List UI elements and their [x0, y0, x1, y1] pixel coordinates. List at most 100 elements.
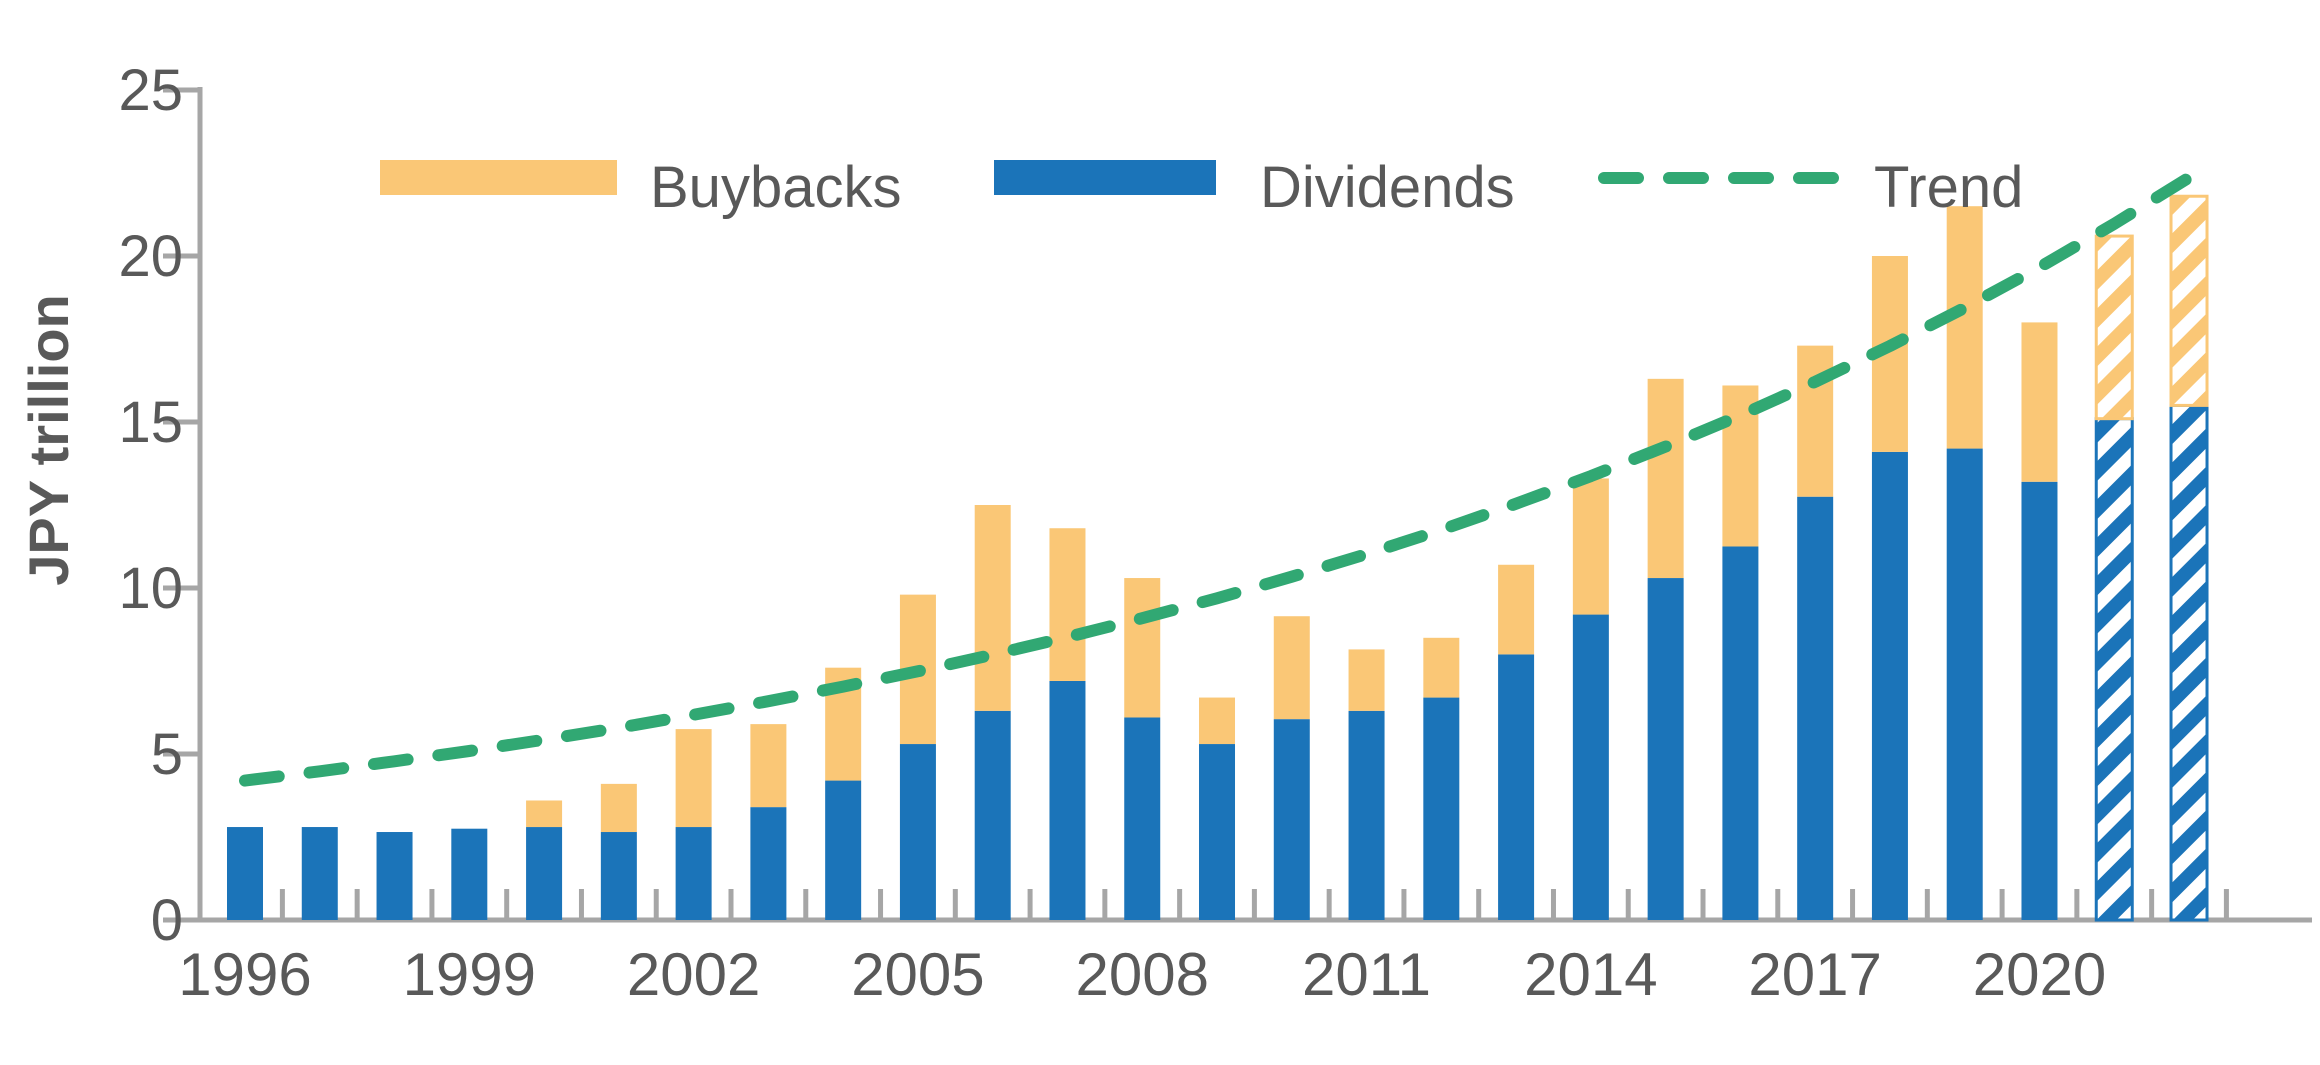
bar-1999 — [451, 828, 488, 920]
x-tick-label: 2002 — [627, 941, 760, 1008]
dividends-segment-2014 — [1572, 614, 1609, 920]
dividends-segment-1999 — [451, 828, 488, 920]
legend-swatch-buybacks — [380, 160, 617, 195]
dividends-segment-2004 — [825, 780, 862, 920]
trend-line — [239, 171, 2195, 787]
y-axis-title: JPY trillion — [17, 294, 80, 585]
buybacks-segment-2012 — [1423, 637, 1460, 698]
buybacks-segment-2021 — [2094, 234, 2134, 421]
bar-2000 — [526, 800, 563, 920]
tick-labels: 0 5 10 15 20 25 1996 1999 2002 2005 2008 2011 2014 20… — [118, 58, 2106, 1008]
dividends-segment-2021 — [2094, 417, 2134, 922]
bar-2003 — [750, 724, 787, 920]
x-tick-label: 2005 — [851, 941, 984, 1008]
y-tick-label: 20 — [118, 224, 183, 289]
dividends-segment-1998 — [376, 832, 413, 920]
x-tick-label: 1996 — [178, 941, 311, 1008]
dividends-segment-2016 — [1722, 546, 1759, 920]
buybacks-segment-2013 — [1498, 564, 1535, 655]
buybacks-segment-2000 — [526, 800, 563, 828]
bar-2022 — [2169, 194, 2209, 922]
bar-2020 — [2021, 322, 2058, 920]
buybacks-segment-2007 — [1049, 528, 1086, 681]
legend-label-trend: Trend — [1874, 155, 2023, 220]
bar-2012 — [1423, 637, 1460, 920]
bar-1996 — [227, 827, 263, 920]
bar-2021 — [2094, 234, 2134, 922]
legend-swatch-dividends — [994, 160, 1216, 195]
bar-series — [227, 194, 2209, 922]
buybacks-segment-2020 — [2021, 322, 2058, 482]
buybacks-segment-2010 — [1273, 616, 1310, 720]
dividends-segment-2008 — [1124, 717, 1161, 920]
bar-2002 — [675, 729, 712, 920]
dividends-segment-2012 — [1423, 697, 1460, 920]
dividends-segment-2022 — [2169, 403, 2209, 922]
x-tick-label: 2014 — [1524, 941, 1657, 1008]
dividends-segment-2013 — [1498, 654, 1535, 920]
bar-2013 — [1498, 564, 1535, 920]
dividends-segment-1996 — [227, 827, 263, 920]
bar-2011 — [1348, 649, 1385, 920]
bar-2017 — [1797, 345, 1834, 920]
dividends-segment-2017 — [1797, 496, 1834, 920]
dividends-segment-2002 — [675, 827, 712, 920]
bar-2005 — [899, 594, 936, 920]
trend-line-group — [239, 171, 2195, 787]
buybacks-segment-2022 — [2169, 194, 2209, 407]
y-tick-label: 10 — [118, 556, 183, 621]
y-tick-label: 5 — [151, 722, 183, 787]
y-tick-label: 25 — [118, 58, 183, 123]
bar-2015 — [1647, 378, 1684, 920]
buybacks-segment-2011 — [1348, 649, 1385, 711]
legend-label-buybacks: Buybacks — [650, 155, 901, 220]
dividends-segment-2000 — [526, 827, 563, 920]
bar-1997 — [301, 827, 338, 920]
y-tick-label: 15 — [118, 390, 183, 455]
bar-2006 — [974, 505, 1011, 920]
dividends-segment-2019 — [1946, 448, 1983, 920]
bar-2014 — [1572, 478, 1609, 920]
x-tick-label: 2008 — [1075, 941, 1208, 1008]
dividends-segment-2015 — [1647, 578, 1684, 920]
bar-2007 — [1049, 528, 1086, 920]
bar-2019 — [1946, 206, 1983, 920]
dividends-segment-2011 — [1348, 710, 1385, 920]
dividends-segment-2001 — [600, 832, 637, 920]
legend-label-dividends: Dividends — [1260, 155, 1515, 220]
dividends-segment-2005 — [899, 744, 936, 920]
bar-2009 — [1199, 697, 1236, 920]
dividends-segment-2006 — [974, 710, 1011, 920]
bar-2004 — [825, 667, 862, 920]
bar-2001 — [600, 783, 637, 920]
buybacks-segment-2009 — [1199, 697, 1236, 745]
buybacks-segment-2001 — [600, 783, 637, 833]
bar-2008 — [1124, 578, 1161, 920]
bar-1998 — [376, 832, 413, 920]
dividends-segment-2007 — [1049, 680, 1086, 920]
dividends-segment-2003 — [750, 807, 787, 920]
bar-2016 — [1722, 385, 1759, 920]
x-tick-label: 1999 — [403, 941, 536, 1008]
buybacks-segment-2014 — [1572, 478, 1609, 615]
dividends-segment-1997 — [301, 827, 338, 920]
buybacks-segment-2008 — [1124, 578, 1161, 718]
dividends-segment-2018 — [1871, 451, 1908, 920]
buybacks-segment-2017 — [1797, 345, 1834, 497]
y-tick-label: 0 — [151, 888, 183, 953]
x-tick-label: 2020 — [1973, 941, 2106, 1008]
buybacks-segment-2006 — [974, 505, 1011, 711]
dividends-segment-2020 — [2021, 481, 2058, 920]
dividends-segment-2009 — [1199, 744, 1236, 920]
x-tick-label: 2017 — [1748, 941, 1881, 1008]
legend: Buybacks Dividends Trend — [380, 155, 2023, 220]
buybacks-segment-2019 — [1946, 206, 1983, 449]
bar-2010 — [1273, 616, 1310, 920]
dividends-segment-2010 — [1273, 719, 1310, 920]
x-tick-label: 2011 — [1302, 941, 1431, 1008]
buybacks-segment-2002 — [675, 729, 712, 828]
buybacks-segment-2015 — [1647, 378, 1684, 579]
buybacks-segment-2003 — [750, 724, 787, 808]
